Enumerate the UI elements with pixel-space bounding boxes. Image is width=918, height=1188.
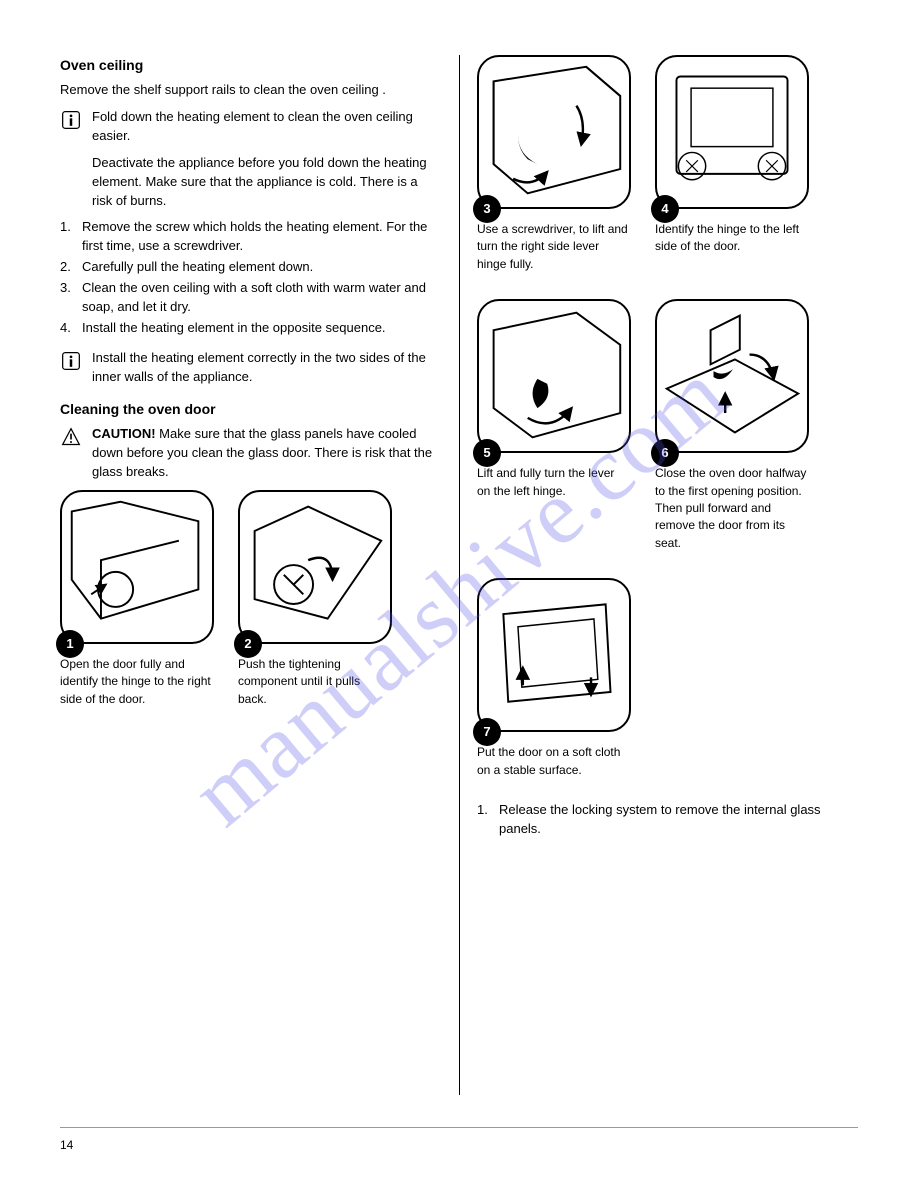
- figure-3-caption: Use a screwdriver, to lift and turn the …: [477, 221, 631, 273]
- info-icon: [61, 351, 81, 371]
- figure-7-caption: Put the door on a soft cloth on a stable…: [477, 744, 631, 779]
- info-text-deactivate: Deactivate the appliance before you fold…: [92, 154, 441, 211]
- figure-3: 3: [477, 55, 631, 209]
- left-column: Oven ceiling Remove the shelf support ra…: [60, 55, 459, 1085]
- figure-1-illustration: [62, 492, 212, 642]
- info-block-deactivate: Deactivate the appliance before you fold…: [60, 154, 441, 211]
- list-item: 2.Carefully pull the heating element dow…: [60, 258, 441, 277]
- figure-4-caption: Identify the hinge to the left side of t…: [655, 221, 809, 273]
- figure-row-3-4: 3 4: [477, 55, 858, 209]
- figure-row-5-6: 5 6: [477, 299, 858, 453]
- caution-text: CAUTION! Make sure that the glass panels…: [92, 425, 441, 482]
- figure-4: 4: [655, 55, 809, 209]
- figure-2-illustration: [240, 492, 390, 642]
- figure-2-number: 2: [234, 630, 262, 658]
- warning-icon: [61, 427, 81, 447]
- list-item: 1.Release the locking system to remove t…: [477, 801, 858, 839]
- figure-captions-1-2: Open the door fully and identify the hin…: [60, 656, 441, 716]
- figure-5-illustration: [479, 301, 629, 451]
- info-text-fold-element: Fold down the heating element to clean t…: [92, 108, 441, 146]
- figure-3-number: 3: [473, 195, 501, 223]
- info-block-install: Install the heating element correctly in…: [60, 349, 441, 387]
- figure-captions-3-4: Use a screwdriver, to lift and turn the …: [477, 221, 858, 281]
- door-steps: 1.Release the locking system to remove t…: [477, 801, 858, 839]
- info-block-fold-element: Fold down the heating element to clean t…: [60, 108, 441, 146]
- figure-row-7: 7: [477, 578, 858, 732]
- figure-1-number: 1: [56, 630, 84, 658]
- figure-6-illustration: [657, 301, 807, 451]
- figure-5-number: 5: [473, 439, 501, 467]
- figure-caption-7-row: Put the door on a soft cloth on a stable…: [477, 744, 858, 787]
- info-icon: [61, 110, 81, 130]
- figure-7: 7: [477, 578, 631, 732]
- footer-rule: [60, 1127, 858, 1128]
- figure-6-caption: Close the oven door halfway to the first…: [655, 465, 809, 552]
- right-column: 3 4 Use a screwdriver, to lift and t: [459, 55, 858, 1085]
- info-text-install: Install the heating element correctly in…: [92, 349, 441, 387]
- page-columns: Oven ceiling Remove the shelf support ra…: [60, 55, 858, 1085]
- figure-row-1-2: 1 2: [60, 490, 441, 644]
- list-item: 4.Install the heating element in the opp…: [60, 319, 441, 338]
- figure-4-illustration: [657, 57, 807, 207]
- figure-1-caption: Open the door fully and identify the hin…: [60, 656, 214, 708]
- figure-6-number: 6: [651, 439, 679, 467]
- figure-5-caption: Lift and fully turn the lever on the lef…: [477, 465, 631, 552]
- figure-7-number: 7: [473, 718, 501, 746]
- cleaning-door-heading: Cleaning the oven door: [60, 399, 441, 419]
- caution-block: CAUTION! Make sure that the glass panels…: [60, 425, 441, 482]
- figure-5: 5: [477, 299, 631, 453]
- figure-captions-5-6: Lift and fully turn the lever on the lef…: [477, 465, 858, 560]
- figure-6: 6: [655, 299, 809, 453]
- list-item: 3.Clean the oven ceiling with a soft clo…: [60, 279, 441, 317]
- figure-2: 2: [238, 490, 392, 644]
- ceiling-steps: 1.Remove the screw which holds the heati…: [60, 218, 441, 337]
- figure-4-number: 4: [651, 195, 679, 223]
- oven-ceiling-heading: Oven ceiling: [60, 55, 441, 75]
- figure-3-illustration: [479, 57, 629, 207]
- figure-2-caption: Push the tightening component until it p…: [238, 656, 392, 708]
- figure-1: 1: [60, 490, 214, 644]
- oven-ceiling-intro: Remove the shelf support rails to clean …: [60, 81, 441, 100]
- list-item: 1.Remove the screw which holds the heati…: [60, 218, 441, 256]
- figure-7-illustration: [479, 580, 629, 730]
- page-number: 14: [60, 1137, 73, 1154]
